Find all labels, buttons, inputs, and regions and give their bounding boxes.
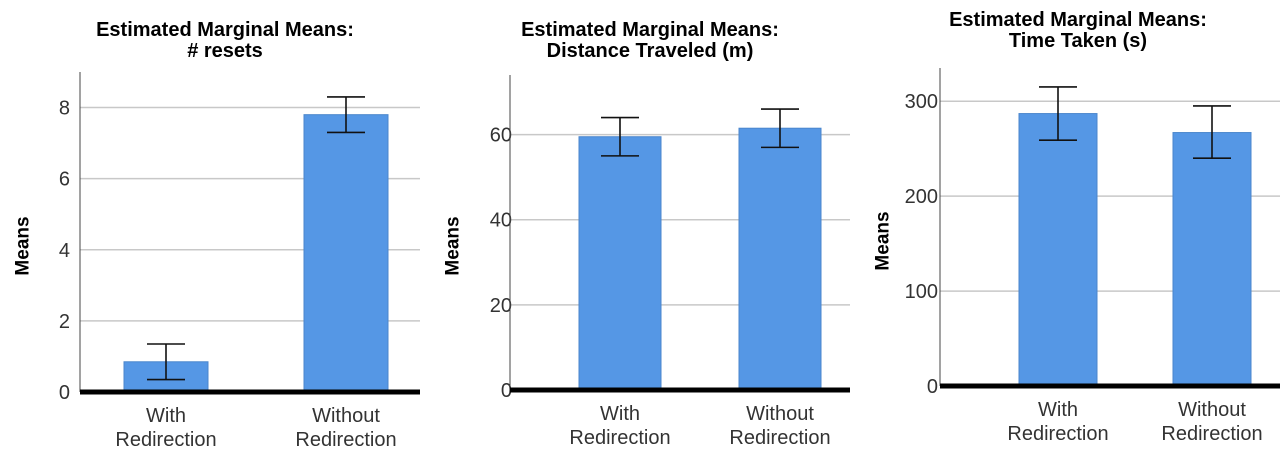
chart-title: Estimated Marginal Means: Distance Trave…	[440, 20, 860, 62]
chart-panel-resets: Estimated Marginal Means: # resets Means…	[0, 0, 430, 457]
y-tick-label: 4	[59, 240, 70, 262]
x-tick-label: With	[1038, 399, 1078, 421]
y-tick-label: 0	[927, 376, 938, 398]
chart-title-line1: Estimated Marginal Means:	[521, 19, 779, 41]
chart-subtitle: Distance Traveled (m)	[546, 40, 754, 62]
y-tick-label: 300	[905, 91, 938, 113]
y-tick-label: 0	[501, 380, 512, 402]
x-tick-label: Redirection	[1161, 423, 1262, 445]
x-tick-label: With	[146, 405, 186, 427]
y-tick-label: 200	[905, 186, 938, 208]
x-tick-label: Redirection	[115, 429, 216, 451]
bar	[1018, 113, 1098, 387]
chart-subtitle: # resets	[187, 40, 263, 62]
y-tick-label: 100	[905, 281, 938, 303]
y-tick-label: 20	[490, 295, 512, 317]
x-tick-label: Without	[746, 403, 814, 425]
y-tick-label: 40	[490, 210, 512, 232]
bar	[578, 136, 662, 391]
bar	[303, 114, 389, 393]
chart-title-line1: Estimated Marginal Means:	[949, 9, 1207, 31]
x-tick-label: Redirection	[569, 427, 670, 449]
x-tick-label: Without	[1178, 399, 1246, 421]
bar	[738, 127, 822, 391]
y-tick-label: 0	[59, 382, 70, 404]
y-tick-label: 2	[59, 311, 70, 333]
y-tick-label: 60	[490, 125, 512, 147]
chart-panel-distance: Estimated Marginal Means: Distance Trave…	[430, 0, 860, 457]
x-tick-label: Redirection	[295, 429, 396, 451]
chart-title-line1: Estimated Marginal Means:	[96, 19, 354, 41]
bar	[1172, 132, 1252, 387]
chart-subtitle: Time Taken (s)	[1008, 30, 1148, 52]
y-tick-label: 8	[59, 98, 70, 120]
x-tick-label: Redirection	[1007, 423, 1108, 445]
chart-title: Estimated Marginal Means: Time Taken (s)	[870, 10, 1286, 52]
y-tick-label: 6	[59, 169, 70, 191]
chart-title: Estimated Marginal Means: # resets	[20, 20, 430, 62]
x-tick-label: Without	[312, 405, 380, 427]
bar-chart-time: 0100200300WithRedirectionWithoutRedirect…	[905, 68, 1280, 445]
x-tick-label: Redirection	[729, 427, 830, 449]
x-tick-label: With	[600, 403, 640, 425]
chart-panel-time: Estimated Marginal Means: Time Taken (s)…	[860, 0, 1286, 457]
